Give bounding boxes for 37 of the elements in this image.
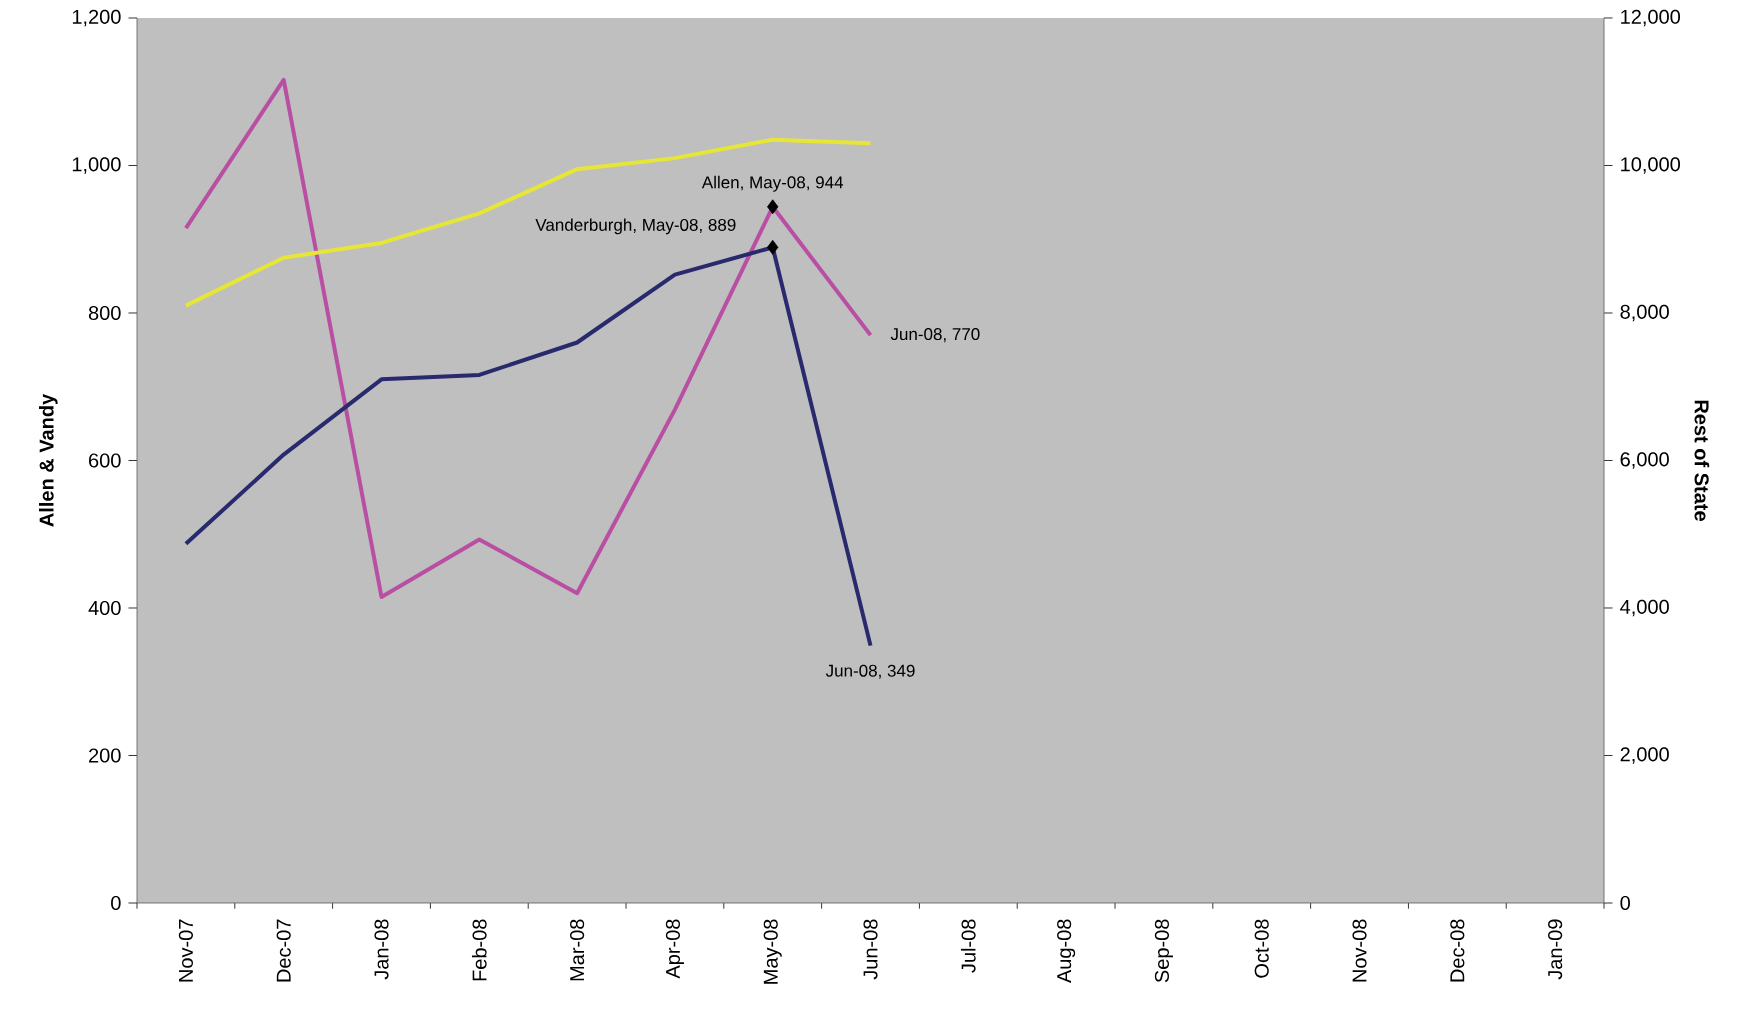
y2-tick-label: 0 — [1620, 895, 1630, 911]
y2-tick-label: 4,000 — [1620, 599, 1669, 617]
x-tick-label: Jan-08 — [374, 919, 389, 980]
y2-tick-label: 10,000 — [1621, 157, 1681, 174]
x-tick-label: May-08 — [763, 919, 782, 984]
x-tick-label: Aug-08 — [1057, 919, 1076, 984]
x-tick-label: Oct-08 — [1254, 919, 1269, 978]
y-tick-label: 1,000 — [72, 157, 121, 174]
y-tick-label: 1,200 — [72, 9, 121, 27]
x-tick-label: Jan-09 — [1548, 919, 1563, 980]
y2-axis-title: Rest of State — [1694, 400, 1710, 521]
line-series — [183, 77, 873, 599]
x-tick-label: Sep-08 — [1154, 919, 1173, 983]
y2-tick-label: 8,000 — [1620, 304, 1669, 322]
x-tick-label: Feb-08 — [471, 919, 487, 981]
annotation: Vanderburgh, May-08, 889 — [535, 218, 736, 235]
y-axis-title: Allen & Vandy — [38, 393, 58, 527]
x-tick-label: Jun-08 — [863, 919, 878, 980]
annotation: Jun-08, 349 — [825, 664, 915, 679]
y2-tick-label: 6,000 — [1620, 452, 1669, 469]
y-tick-label: 800 — [88, 305, 121, 321]
annotation: Allen, May-08, 944 — [701, 175, 844, 192]
x-tick-label: Mar-08 — [570, 919, 585, 981]
y-tick-label: 0 — [111, 895, 121, 911]
annotation: Jun-08, 770 — [890, 328, 980, 343]
x-tick-label: Jul-08 — [960, 919, 976, 973]
x-tick-label: Nov-08 — [1352, 919, 1367, 982]
y2-tick-label: 2,000 — [1620, 747, 1669, 764]
y-tick-label: 600 — [89, 453, 121, 468]
y-tick-label: 200 — [89, 748, 121, 763]
y2-tick-label: 12,000 — [1621, 9, 1681, 27]
x-tick-label: Nov-07 — [178, 919, 193, 982]
line-series — [183, 137, 873, 308]
x-tick-label: Dec-07 — [276, 919, 291, 982]
x-tick-label: Dec-08 — [1450, 919, 1465, 982]
x-tick-label: Apr-08 — [665, 919, 684, 979]
y-tick-label: 400 — [88, 600, 121, 616]
